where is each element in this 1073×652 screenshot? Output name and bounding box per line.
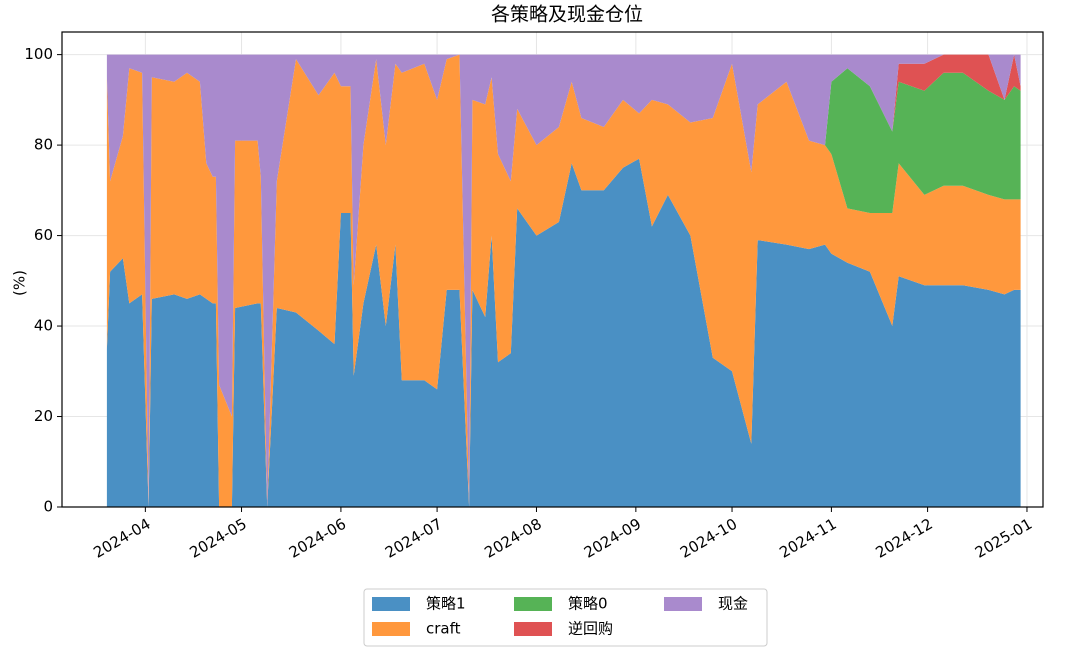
- legend-label: 策略1: [426, 595, 466, 613]
- x-tick-label: 2024-04: [90, 515, 153, 562]
- legend-swatch: [372, 622, 410, 636]
- x-tick-label: 2024-10: [677, 515, 740, 562]
- legend-swatch: [664, 597, 702, 611]
- legend-swatch: [514, 597, 552, 611]
- legend-swatch: [372, 597, 410, 611]
- y-tick-label: 20: [34, 407, 53, 425]
- legend-label: 逆回购: [568, 620, 613, 638]
- legend: [363, 588, 768, 647]
- y-tick-label: 80: [34, 136, 53, 154]
- plot-area: [62, 32, 1043, 508]
- y-tick-label: 40: [34, 317, 53, 335]
- x-tick-label: 2024-11: [776, 515, 839, 562]
- x-tick-label: 2024-08: [481, 515, 544, 562]
- legend-label: 策略0: [568, 595, 608, 613]
- legend-label: 现金: [718, 595, 748, 613]
- x-tick-label: 2024-09: [581, 515, 644, 562]
- area: [106, 54, 1021, 507]
- x-tick-label: 2024-05: [186, 515, 249, 562]
- x-tick-label: 2024-07: [382, 515, 445, 562]
- area: [106, 158, 1021, 507]
- legend-swatch: [514, 622, 552, 636]
- axes-frame: [61, 31, 1044, 508]
- y-tick-label: 0: [43, 498, 53, 516]
- y-axis-label: (%): [11, 270, 29, 296]
- y-tick-label: 100: [24, 45, 53, 63]
- legend-label: craft: [426, 620, 461, 638]
- y-tick-label: 60: [34, 226, 53, 244]
- area: [106, 54, 1021, 507]
- x-tick-label: 2024-06: [286, 515, 349, 562]
- x-tick-label: 2025-01: [972, 515, 1035, 562]
- x-tick-label: 2024-12: [873, 515, 936, 562]
- chart-title: 各策略及现金仓位: [491, 4, 643, 26]
